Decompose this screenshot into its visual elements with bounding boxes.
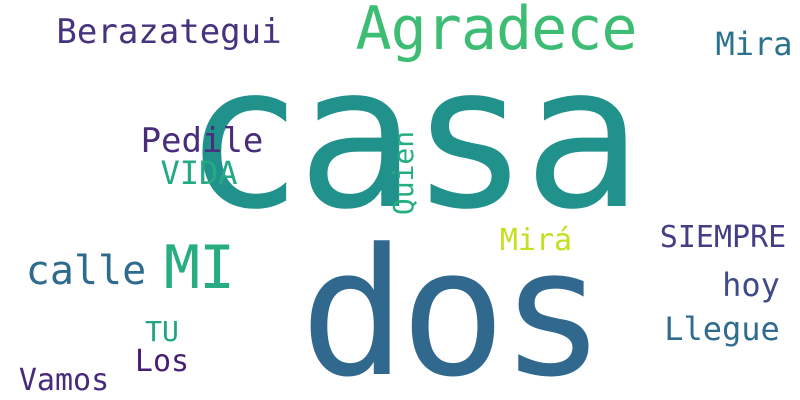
word-hoy: hoy xyxy=(722,266,780,304)
word-vamos: Vamos xyxy=(18,363,110,398)
word-calle: calle xyxy=(25,248,147,294)
word-los: Los xyxy=(134,344,190,379)
word-mira: Mira xyxy=(715,25,793,63)
word-mira-accent: Mirá xyxy=(499,223,573,258)
word-llegue: Llegue xyxy=(664,310,780,348)
word-mi: MI xyxy=(163,233,235,303)
word-siempre: SIEMPRE xyxy=(659,220,787,255)
word-dos: dos xyxy=(300,211,606,400)
word-agradece: Agradece xyxy=(355,0,638,64)
word-pedile: Pedile xyxy=(140,121,264,161)
word-casa: casa xyxy=(183,22,643,253)
word-tu: TU xyxy=(145,315,179,348)
word-berazategui: Berazategui xyxy=(56,12,282,52)
word-vida: VIDA xyxy=(160,154,238,192)
word-quien: Quien xyxy=(387,130,420,216)
